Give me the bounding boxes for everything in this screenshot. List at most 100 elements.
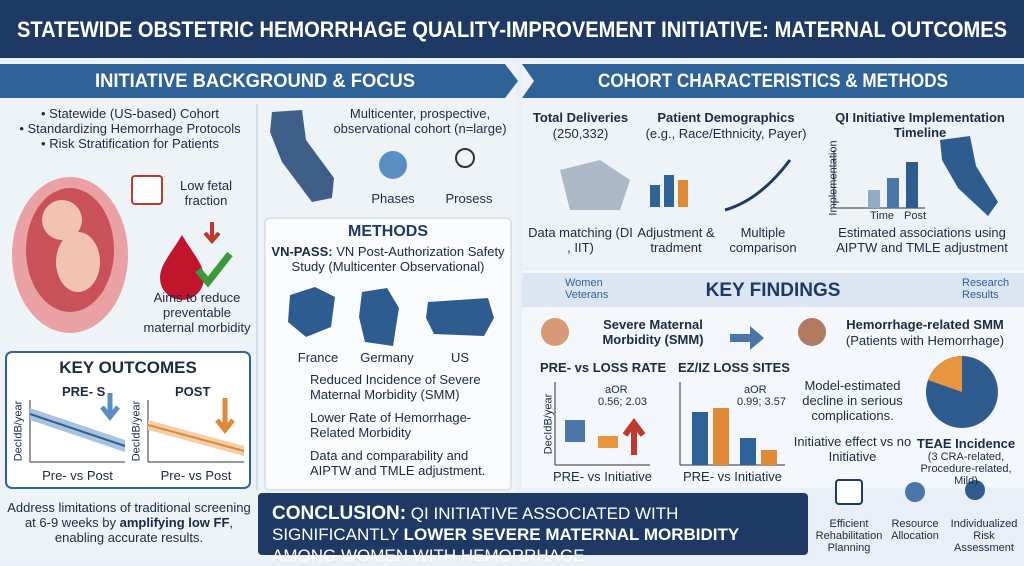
label: Address limitations of traditional scree… [7, 500, 251, 530]
box-icon [598, 436, 618, 448]
label: (Patients with Hemorrhage) [845, 333, 1005, 348]
label: Germany [360, 350, 414, 365]
icon-label: Resource Allocation [891, 518, 939, 542]
label: POST [175, 384, 211, 399]
section-title: KEY FINDINGS [706, 280, 841, 301]
chart-icon [887, 178, 899, 208]
label: AMONG WOMEN WITH HEMORRHAGE. [272, 546, 590, 565]
chart-icon [678, 180, 688, 207]
bar-icon [692, 412, 708, 465]
map-icon [940, 136, 998, 216]
check-icon [195, 251, 233, 288]
list-item: Reduced Incidence of Severe Maternal Mor… [310, 372, 481, 402]
banner [522, 64, 1024, 98]
arrow-icon [215, 398, 235, 435]
person-icon [798, 318, 826, 346]
section-title: COHORT CHARACTERISTICS & METHODS [598, 71, 948, 92]
arrow-icon [622, 418, 646, 455]
chart-title: EZ/IZ LOSS SITES [678, 360, 790, 375]
map-icon [288, 287, 335, 337]
axis-label: PRE- vs Initiative [683, 469, 782, 484]
bar-icon [740, 438, 756, 465]
methods-title: METHODS [348, 223, 428, 240]
label: 0.56; 2.03 [598, 396, 647, 408]
chart-icon [906, 162, 918, 208]
axis-label: Pre- vs Post [42, 468, 113, 483]
label: Prosess [445, 191, 493, 206]
axis-label: PRE- vs Initiative [553, 469, 652, 484]
page-title: STATEWIDE OBSTETRIC HEMORRHAGE QUALITY-I… [17, 17, 1007, 42]
label: amplifying low FF [119, 515, 230, 530]
bar-icon [761, 450, 777, 465]
label: VN-PASS: [271, 244, 333, 259]
gear-icon [455, 148, 475, 168]
badge: Women Veterans [565, 277, 609, 301]
person-icon [965, 480, 985, 500]
bullet: Risk Stratification for Patients [10, 136, 250, 151]
list-item: Lower Rate of Hemorrhage-Related Morbidi… [310, 410, 472, 440]
fetus-icon [56, 232, 100, 292]
label: QI INITIATIVE ASSOCIATED WITH SIGNIFICAN… [272, 504, 679, 544]
label: Hemorrhage-related SMM [846, 317, 1004, 332]
label: Total Deliveries [532, 110, 629, 125]
label: , enabling accurate results. [54, 515, 234, 545]
map-icon [560, 160, 630, 210]
label: Estimated associations using AIPTW and T… [836, 225, 1008, 255]
chart-icon [650, 185, 660, 207]
address-text: Address limitations of traditional scree… [4, 500, 254, 545]
label: Adjustment & tradment [637, 225, 715, 255]
label: Phases [371, 191, 415, 206]
bullet-list: Statewide (US-based) Cohort Standardizin… [10, 106, 250, 151]
label: (250,332) [552, 126, 609, 141]
label: aOR [605, 384, 628, 396]
label: Low fetal fraction [179, 178, 233, 208]
axis-label: DecIdB/year [130, 400, 143, 462]
label: Severe Maternal Morbidity (SMM) [602, 317, 704, 347]
label: Aims to reduce preventable maternal morb… [143, 290, 251, 335]
methods-text: VN-PASS: VN Post-Authorization Safety St… [270, 244, 506, 274]
label: LOWER SEVERE MATERNAL MORBIDITY [403, 525, 740, 544]
drop-icon [160, 235, 204, 300]
label: Post [904, 210, 927, 222]
label: Initiative effect vs no Initiative [793, 434, 912, 464]
chart-icon [724, 159, 792, 212]
bar-icon [713, 408, 729, 465]
label: Multiple comparison [729, 225, 797, 255]
trend [147, 424, 245, 452]
axis-label: DecIdB/year [542, 393, 555, 455]
trend [29, 413, 126, 447]
label: aOR [744, 384, 767, 396]
pie-icon [928, 355, 962, 392]
chart-icon [868, 190, 880, 208]
section-title: INITIATIVE BACKGROUND & FOCUS [95, 71, 415, 92]
label: TEAE Incidence [916, 436, 1016, 451]
icon-label: Efficient Rehabilitation Planning [815, 518, 883, 554]
label: 0.99; 3.57 [737, 396, 786, 408]
label: Model-estimated decline in serious compl… [802, 378, 903, 423]
label: (3 CRA-related, Procedure-related, Mild) [920, 451, 1012, 487]
calendar-icon [131, 175, 163, 205]
people-icon [905, 482, 925, 502]
label: PRE- S [62, 384, 106, 399]
label: Patient Demographics [657, 110, 795, 125]
label: France [297, 350, 339, 365]
axis-label: Implementation [827, 140, 840, 216]
box-icon [565, 420, 585, 442]
chart-icon [664, 175, 674, 207]
axis-label: DecIdB/year [12, 400, 25, 462]
label: Data matching (DI , IIT) [528, 225, 633, 255]
bullet: Statewide (US-based) Cohort [10, 106, 250, 121]
outcomes-title: KEY OUTCOMES [59, 358, 197, 377]
chart-title: PRE- vs LOSS RATE [540, 360, 667, 375]
label: Multicenter, prospective, observational … [333, 106, 507, 136]
list-item: Data and comparability and AIPTW and TML… [310, 448, 486, 478]
arrow-icon [730, 326, 764, 350]
map-icon [426, 298, 494, 336]
label: CONCLUSION: [272, 503, 407, 524]
label: Time [870, 210, 895, 222]
outcomes-box [5, 351, 251, 489]
icon-label: Individualized Risk Assessment [950, 518, 1018, 554]
bullet: Standardizing Hemorrhage Protocols [10, 121, 250, 136]
